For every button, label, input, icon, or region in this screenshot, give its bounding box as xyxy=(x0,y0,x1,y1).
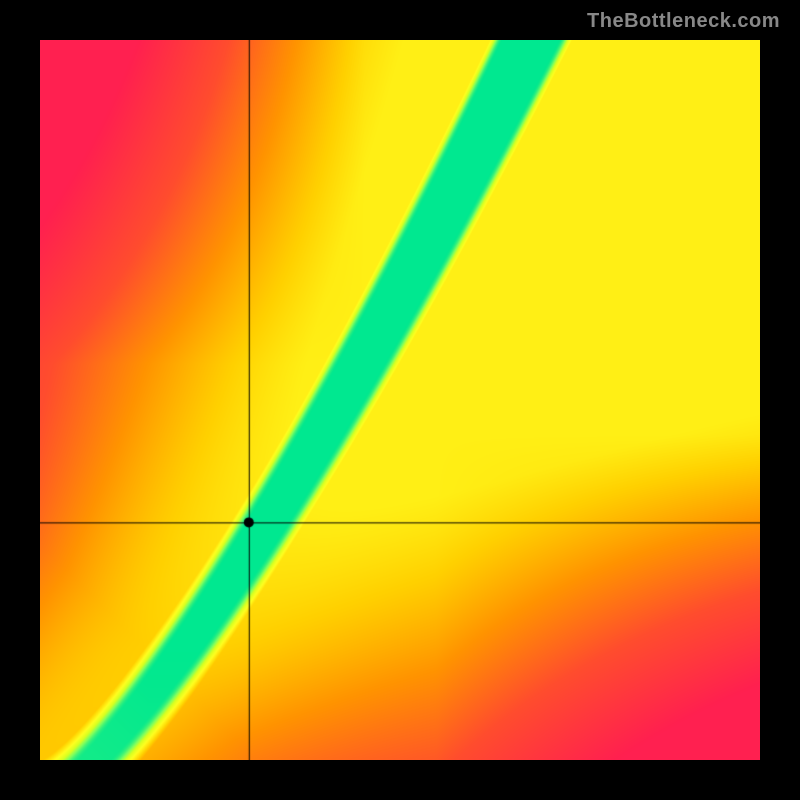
heatmap-plot xyxy=(40,40,760,760)
watermark-text: TheBottleneck.com xyxy=(587,10,780,33)
chart-container: TheBottleneck.com xyxy=(0,0,800,800)
heatmap-canvas xyxy=(40,40,760,760)
